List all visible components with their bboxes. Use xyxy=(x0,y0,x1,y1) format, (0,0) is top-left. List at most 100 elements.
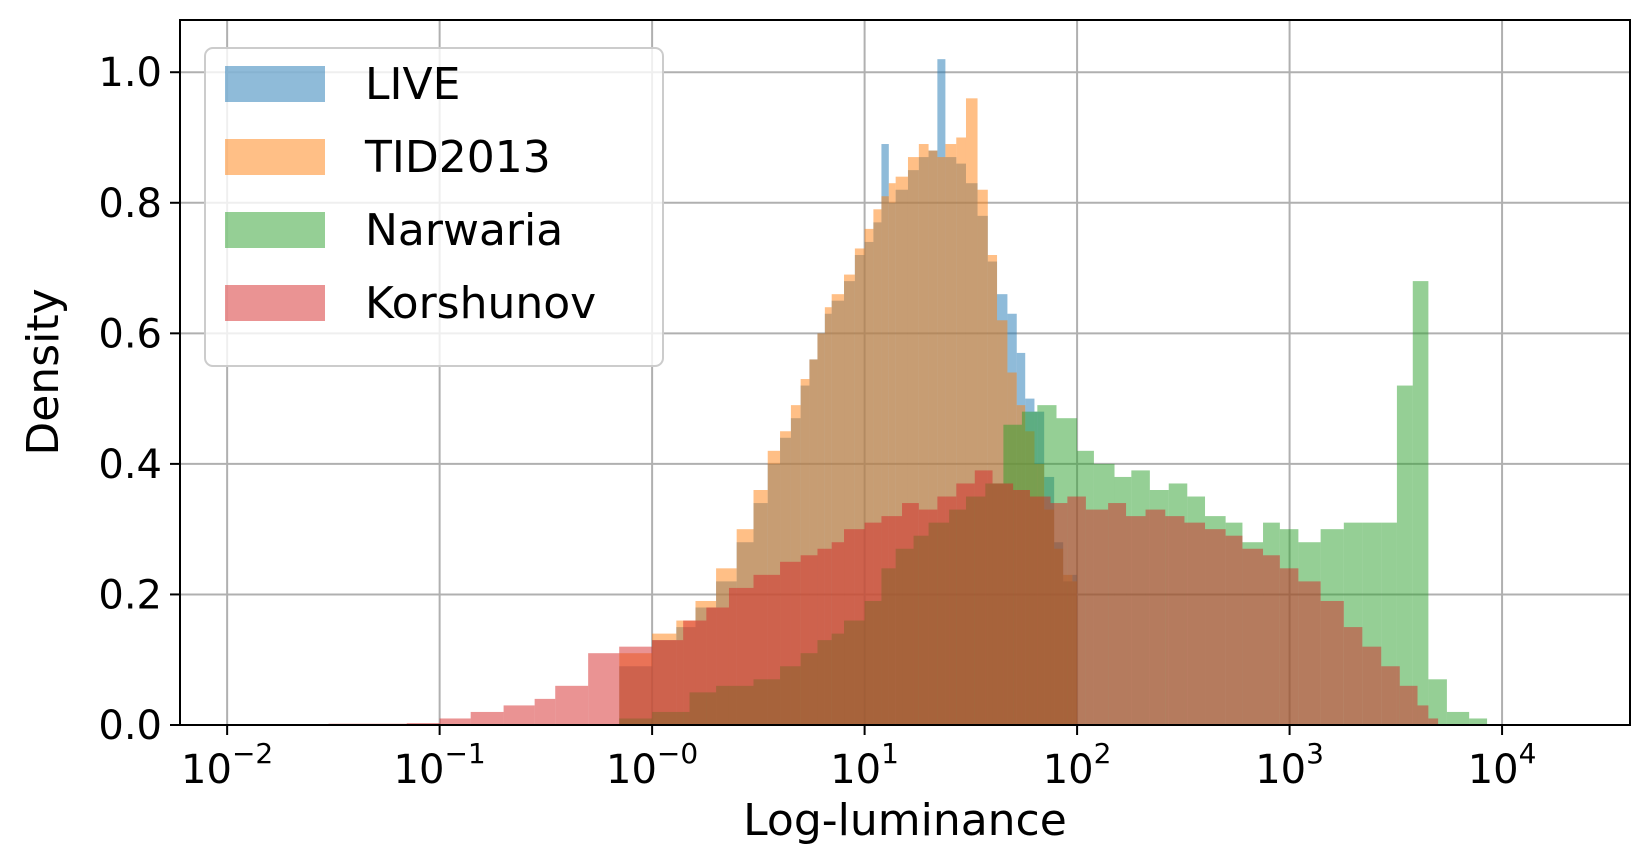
histogram-bar xyxy=(965,98,978,726)
histogram-bar xyxy=(831,542,845,725)
histogram-bar xyxy=(1126,516,1146,725)
histogram-bar xyxy=(1446,711,1470,725)
histogram-bar xyxy=(1085,509,1109,725)
histogram-bar xyxy=(1029,496,1051,725)
y-axis: 0.0 0.2 0.4 0.6 0.8 1.0 xyxy=(98,50,180,749)
histogram-bar xyxy=(1145,509,1166,725)
histogram-bar xyxy=(1108,503,1127,725)
histogram-bar xyxy=(753,574,781,725)
histogram-bar xyxy=(1428,679,1447,725)
histogram-bar xyxy=(706,607,729,725)
histogram-bar xyxy=(683,620,707,725)
histogram-bars xyxy=(328,59,1488,726)
histogram-bar xyxy=(824,307,832,725)
histogram-bar xyxy=(800,555,818,725)
histogram-bar xyxy=(902,503,919,725)
y-tick-label: 1.0 xyxy=(98,50,162,96)
x-tick-label: 104 xyxy=(1468,737,1537,793)
histogram-bar xyxy=(844,529,865,725)
legend-label: Narwaria xyxy=(365,205,563,256)
legend-label: Korshunov xyxy=(365,278,596,329)
histogram-bar xyxy=(555,685,589,725)
x-tick-label: 103 xyxy=(1255,737,1324,793)
histogram-bar xyxy=(928,150,938,726)
legend-swatch xyxy=(225,66,325,102)
plot-frame xyxy=(179,19,1631,726)
histogram-bar xyxy=(918,144,929,725)
y-tick-label: 0.2 xyxy=(98,572,162,618)
histogram-bar xyxy=(992,483,1014,725)
x-axis-title: Log-luminance xyxy=(743,795,1067,846)
histogram-bar xyxy=(907,157,919,726)
histogram-bar xyxy=(588,653,620,725)
histogram-bar xyxy=(1165,516,1185,725)
histogram-bar xyxy=(780,561,801,725)
histogram-bar xyxy=(1263,555,1280,725)
histogram-bar xyxy=(1412,281,1429,725)
histogram-bar xyxy=(817,548,832,725)
histogram-bar xyxy=(974,470,993,725)
histogram-bar xyxy=(864,522,882,725)
histogram-bar xyxy=(1050,503,1068,725)
x-axis: 10−2 10−1 10−0 101 102 103 104 xyxy=(181,725,1536,793)
histogram-bar xyxy=(503,705,535,725)
histogram-bar xyxy=(937,496,957,725)
series-korshunov xyxy=(328,470,1439,725)
histogram-bar xyxy=(1399,685,1418,725)
histogram-bar xyxy=(956,137,966,725)
histogram-bar xyxy=(800,379,810,725)
histogram-bar xyxy=(728,587,754,725)
histogram-bar xyxy=(937,157,946,726)
legend-swatch xyxy=(225,212,325,248)
y-tick-label: 0.0 xyxy=(98,703,162,749)
legend-swatch xyxy=(225,139,325,175)
histogram-bar xyxy=(1279,568,1299,725)
histogram-bar xyxy=(1362,646,1382,725)
histogram-bar xyxy=(1184,522,1206,725)
histogram-bar xyxy=(844,274,855,725)
histogram-bar xyxy=(1417,705,1429,725)
histogram-bar xyxy=(817,333,825,725)
histogram-bar xyxy=(888,183,896,725)
histogram-bar xyxy=(873,209,882,726)
y-axis-title: Density xyxy=(18,288,69,455)
histogram-bar xyxy=(1205,529,1226,725)
histogram-bar xyxy=(1343,627,1363,725)
histogram-bar xyxy=(918,509,938,725)
histogram-bar xyxy=(854,248,865,725)
x-tick-label: 10−0 xyxy=(606,737,698,793)
y-tick-label: 0.4 xyxy=(98,442,162,488)
x-tick-label: 101 xyxy=(830,737,899,793)
histogram-bar xyxy=(956,483,975,725)
histogram-bar xyxy=(809,359,818,725)
histogram-bar xyxy=(1396,385,1413,725)
histogram-bar xyxy=(977,189,988,725)
histogram-bar xyxy=(439,718,471,725)
histogram-bar xyxy=(1469,718,1488,725)
histogram-bar xyxy=(1298,581,1321,725)
histogram-bar xyxy=(864,228,874,725)
histogram-bar xyxy=(619,646,653,725)
histogram-bar xyxy=(881,516,903,725)
legend-swatch xyxy=(225,285,325,321)
x-tick-label: 10−1 xyxy=(394,737,486,793)
histogram-bar xyxy=(945,144,957,725)
histogram-bar xyxy=(1225,535,1243,725)
x-tick-label: 102 xyxy=(1043,737,1112,793)
histogram-bar xyxy=(1381,666,1400,725)
histogram-bar xyxy=(652,640,684,725)
histogram-bar xyxy=(1242,548,1264,725)
legend-label: TID2013 xyxy=(364,132,551,183)
legend-label: LIVE xyxy=(365,59,460,110)
histogram-bar xyxy=(534,698,556,725)
histogram-bar xyxy=(1428,718,1439,725)
y-tick-label: 0.8 xyxy=(98,181,162,227)
legend: LIVE TID2013 Narwaria Korshunov xyxy=(204,47,664,367)
histogram-bar xyxy=(470,711,504,725)
histogram-bar xyxy=(1067,496,1086,725)
y-tick-label: 0.6 xyxy=(98,311,162,357)
x-tick-label: 10−2 xyxy=(181,737,273,793)
histogram-bar xyxy=(1320,600,1344,725)
histogram-bar xyxy=(1013,490,1030,725)
